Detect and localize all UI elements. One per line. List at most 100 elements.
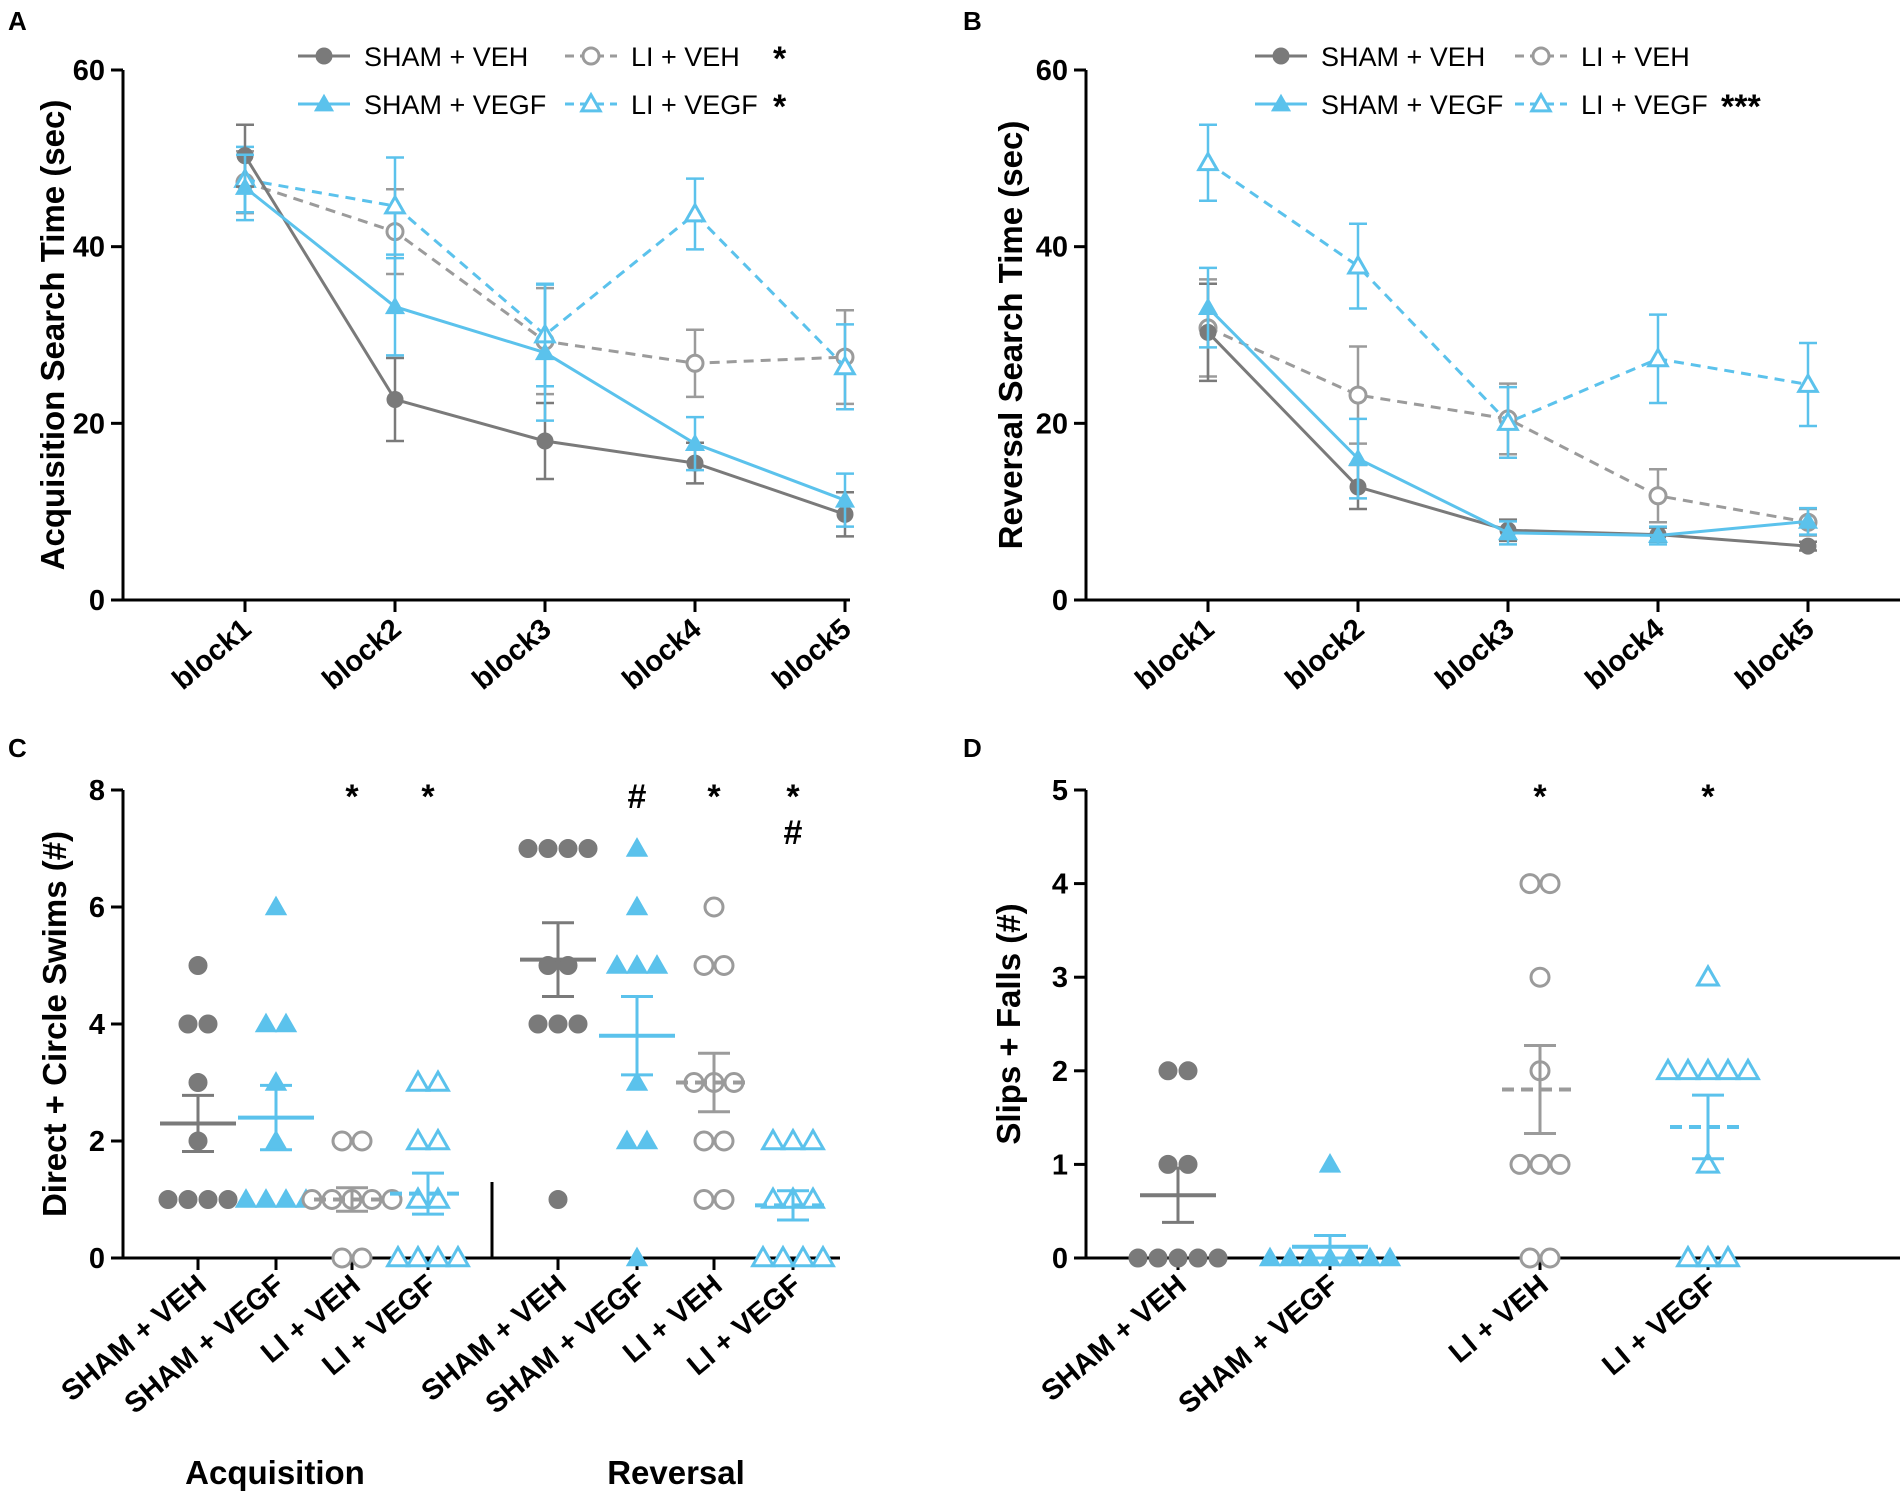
panel-a-line-chart: 0 20 40 60 block1 block2 block3 block4 block5 Acq…: [34, 40, 857, 696]
data-point: [548, 1014, 568, 1034]
legend-label: LI + VEGF: [631, 90, 758, 120]
series-line: [244, 178, 847, 368]
data-point: [351, 1130, 373, 1152]
data-point: [405, 1069, 431, 1092]
y-tick-label: 40: [1036, 232, 1068, 264]
data-point: [1648, 486, 1668, 506]
data-point: [1529, 1153, 1551, 1175]
data-point: [1675, 1057, 1701, 1081]
y-tick-label: 60: [1036, 55, 1068, 87]
data-point: [1358, 1246, 1382, 1267]
data-point: [405, 1186, 431, 1209]
data-point: [158, 1190, 178, 1209]
data-point: [1348, 385, 1368, 405]
data-point: [405, 1127, 431, 1151]
data-point: [568, 1014, 588, 1034]
legend-label: SHAM + VEGF: [364, 90, 546, 120]
legend-label: LI + VEH: [1581, 42, 1690, 72]
data-point: [1647, 525, 1669, 543]
data-point: [234, 1188, 258, 1208]
panel-label-d: D: [963, 733, 982, 763]
data-point: [1128, 1248, 1148, 1268]
data-point: [1695, 963, 1721, 987]
x-tick-label: block2: [1280, 613, 1371, 697]
data-point: [1796, 372, 1820, 393]
x-tick-label: block5: [767, 613, 858, 697]
data-point: [274, 1188, 298, 1208]
data-point: [645, 954, 669, 974]
y-tick-label: 0: [89, 1243, 105, 1275]
legend-label: LI + VEGF: [1581, 90, 1708, 120]
x-tick-label: LI + VEGF: [1596, 1269, 1722, 1382]
y-tick-label: 4: [1052, 869, 1068, 901]
x-tick-label: block4: [617, 613, 708, 697]
significance-marker: *: [1533, 778, 1547, 816]
data-point: [331, 1247, 353, 1269]
data-point: [188, 956, 208, 975]
data-point: [625, 954, 649, 974]
data-point: [693, 1189, 715, 1210]
y-tick-label: 40: [73, 232, 105, 264]
data-point: [685, 353, 705, 373]
y-tick-label: 6: [89, 892, 105, 924]
data-point: [534, 342, 556, 361]
data-point: [833, 354, 857, 376]
data-point: [1196, 150, 1220, 172]
panel-label-b: B: [963, 6, 982, 36]
data-point: [1519, 1247, 1541, 1269]
data-point: [713, 1189, 735, 1210]
data-point: [615, 1129, 639, 1150]
data-point: [331, 1130, 353, 1152]
series-sham-veh: [236, 123, 854, 538]
data-point: [578, 839, 598, 858]
data-point: [198, 1014, 218, 1034]
data-point: [625, 895, 649, 916]
data-point: [1695, 1057, 1721, 1081]
data-point: [385, 1244, 411, 1268]
data-point: [1509, 1153, 1531, 1175]
data-point: [1529, 966, 1551, 988]
data-point: [351, 1247, 373, 1269]
significance-line: *: [786, 778, 800, 816]
data-point: [1695, 1244, 1721, 1268]
x-tick-label: block5: [1730, 613, 1821, 697]
significance-marker: * #: [784, 778, 803, 852]
data-point: [1519, 873, 1541, 895]
group-label-acquisition: Acquisition: [185, 1454, 365, 1491]
data-point: [178, 1190, 198, 1209]
y-tick-label: 2: [1052, 1056, 1068, 1088]
panel-label-a: A: [8, 6, 27, 36]
y-axis-title: Acquisition Search Time (sec): [34, 100, 71, 571]
legend-label: SHAM + VEH: [1321, 42, 1485, 72]
y-tick-label: 5: [1052, 775, 1068, 807]
data-point: [405, 1244, 431, 1268]
data-point: [683, 201, 707, 223]
y-tick-label: 0: [89, 585, 105, 617]
legend-label: SHAM + VEGF: [1321, 90, 1503, 120]
legend: SHAM + VEH SHAM + VEGF LI + VEH LI + VEGF **…: [1255, 42, 1761, 126]
x-tick-label: block1: [167, 613, 258, 697]
series-line: [1207, 326, 1809, 524]
x-tick-label: block2: [317, 613, 408, 697]
data-point: [635, 1129, 659, 1150]
y-tick-label: 3: [1052, 962, 1068, 994]
data-point: [518, 839, 538, 858]
y-tick-label: 1: [1052, 1149, 1068, 1181]
legend-marker: [1531, 46, 1551, 66]
series-sham-vegf: [234, 153, 856, 528]
significance-marker: *: [345, 778, 359, 816]
data-point: [780, 1127, 806, 1151]
legend-marker: [1270, 93, 1292, 112]
data-point: [1148, 1248, 1168, 1268]
data-point: [254, 1188, 278, 1208]
x-tick-label: SHAM + VEH: [1036, 1269, 1193, 1408]
data-point: [1549, 1153, 1571, 1175]
data-point: [1318, 1153, 1342, 1173]
data-point: [1539, 1247, 1561, 1269]
data-point: [713, 1130, 735, 1152]
legend-significance: *: [773, 88, 787, 126]
data-point: [760, 1186, 786, 1209]
data-point: [625, 1246, 649, 1267]
